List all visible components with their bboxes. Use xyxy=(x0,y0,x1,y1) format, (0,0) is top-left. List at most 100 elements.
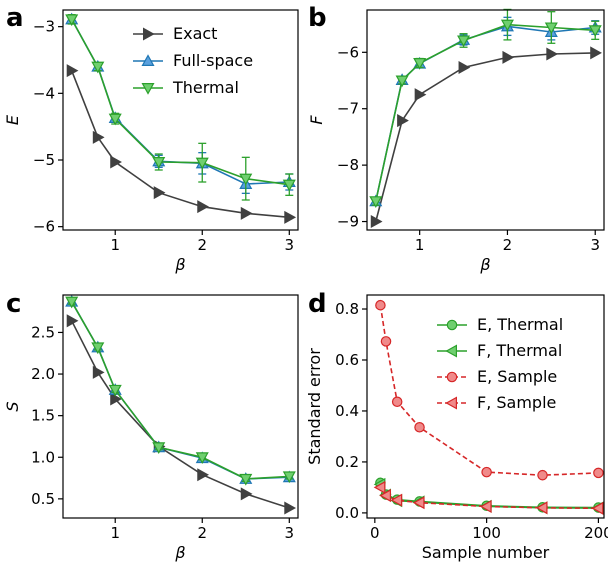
panel-label: b xyxy=(308,3,327,33)
axes-frame xyxy=(366,294,605,519)
series-line xyxy=(375,23,596,202)
data-point xyxy=(197,468,209,482)
y-tick-label: −3 xyxy=(33,18,55,36)
y-tick-label: 2.0 xyxy=(31,365,55,383)
y-tick-label: −6 xyxy=(337,43,359,61)
data-point xyxy=(397,114,409,128)
x-tick-label: 200 xyxy=(584,524,608,542)
data-point xyxy=(92,130,105,144)
data-point xyxy=(414,421,425,433)
data-point xyxy=(412,496,425,510)
axes-frame xyxy=(366,9,605,231)
series-line xyxy=(70,18,290,185)
x-axis-label: β xyxy=(174,543,185,562)
data-point xyxy=(284,210,297,224)
data-point xyxy=(153,186,166,200)
legend-entry: E, Thermal xyxy=(477,315,563,334)
panel-a: 1 2 3 −6 −5 −4 −3 β Ea Exact Full-space Thermal xyxy=(3,3,299,274)
data-point xyxy=(413,58,427,70)
data-point xyxy=(458,61,471,75)
data-point xyxy=(590,46,602,60)
y-axis-label: F xyxy=(307,115,326,125)
data-point xyxy=(370,215,383,229)
x-tick-label: 3 xyxy=(590,236,600,254)
y-tick-label: 0.0 xyxy=(335,504,359,522)
legend-marker xyxy=(445,344,457,358)
panel-b: 1 2 3 −9 −8 −7 −6 β Fb xyxy=(307,3,605,274)
data-point xyxy=(414,88,427,102)
panel-label: d xyxy=(308,289,327,319)
x-tick-label: 3 xyxy=(285,236,295,254)
data-point xyxy=(110,155,122,169)
legend-marker xyxy=(445,396,457,410)
x-axis-label: β xyxy=(174,255,185,274)
series-c-2 xyxy=(65,296,296,486)
data-point xyxy=(395,75,409,88)
series-line xyxy=(70,320,290,509)
data-point xyxy=(108,113,122,126)
legend-marker xyxy=(446,371,458,383)
series-b-0 xyxy=(370,46,602,229)
data-point xyxy=(239,473,253,486)
y-tick-label: −4 xyxy=(33,84,55,102)
legend-entry: F, Sample xyxy=(477,393,556,412)
panel-d: 0 100 200 0.0 0.2 0.4 0.6 0.8 Sample number Stand… xyxy=(305,289,608,562)
data-point xyxy=(500,19,514,32)
data-point xyxy=(593,467,604,479)
x-axis-label: β xyxy=(479,255,490,274)
legend-marker xyxy=(141,54,155,67)
x-tick-label: 3 xyxy=(285,524,295,542)
data-point xyxy=(546,47,559,61)
data-point xyxy=(108,384,122,397)
x-tick-label: 2 xyxy=(503,236,513,254)
data-point xyxy=(66,314,79,328)
series-line xyxy=(71,301,290,480)
data-point xyxy=(284,501,297,515)
legend-entry: Full-space xyxy=(173,51,253,70)
data-point xyxy=(240,487,253,501)
x-tick-label: 2 xyxy=(197,524,207,542)
data-point xyxy=(239,173,253,186)
data-point xyxy=(65,14,79,27)
data-point xyxy=(197,200,209,214)
series-b-1 xyxy=(369,16,602,207)
series-line xyxy=(375,25,596,202)
data-point xyxy=(92,365,105,379)
y-tick-label: 0.2 xyxy=(335,453,359,471)
data-point xyxy=(479,500,492,514)
data-point xyxy=(373,480,386,494)
y-tick-label: 1.5 xyxy=(31,407,55,425)
data-point xyxy=(240,206,253,220)
x-tick-label: 1 xyxy=(110,236,120,254)
legend-marker xyxy=(446,319,458,331)
y-axis-label: Standard error xyxy=(305,348,324,465)
legend-entry: E, Sample xyxy=(477,367,557,386)
legend-entry: Exact xyxy=(173,24,217,43)
data-point xyxy=(65,296,79,309)
data-point xyxy=(195,157,209,170)
data-point xyxy=(591,501,604,515)
series-line xyxy=(375,52,596,222)
series-b-2 xyxy=(369,8,602,208)
data-point xyxy=(481,466,492,478)
y-axis-label: S xyxy=(3,401,22,411)
x-tick-label: 2 xyxy=(197,236,207,254)
series-c-1 xyxy=(65,294,296,484)
series-d-2 xyxy=(375,299,604,481)
data-point xyxy=(588,25,602,38)
y-axis-label: E xyxy=(3,114,22,125)
series-a-2 xyxy=(65,14,296,201)
y-tick-label: 0.6 xyxy=(335,351,359,369)
y-tick-label: −6 xyxy=(33,218,55,236)
x-tick-label: 1 xyxy=(110,524,120,542)
panel-label: c xyxy=(6,289,21,319)
panel-c: 1 2 3 0.5 1.0 1.5 2.0 2.5 β Sc xyxy=(3,289,299,562)
x-tick-label: 100 xyxy=(472,524,501,542)
data-point xyxy=(375,299,386,311)
y-tick-label: 0.4 xyxy=(335,402,359,420)
data-point xyxy=(91,342,105,355)
data-point xyxy=(91,61,105,74)
x-axis-label: Sample number xyxy=(422,543,550,562)
panel-label: a xyxy=(6,3,24,33)
y-tick-label: 0.8 xyxy=(335,300,359,318)
